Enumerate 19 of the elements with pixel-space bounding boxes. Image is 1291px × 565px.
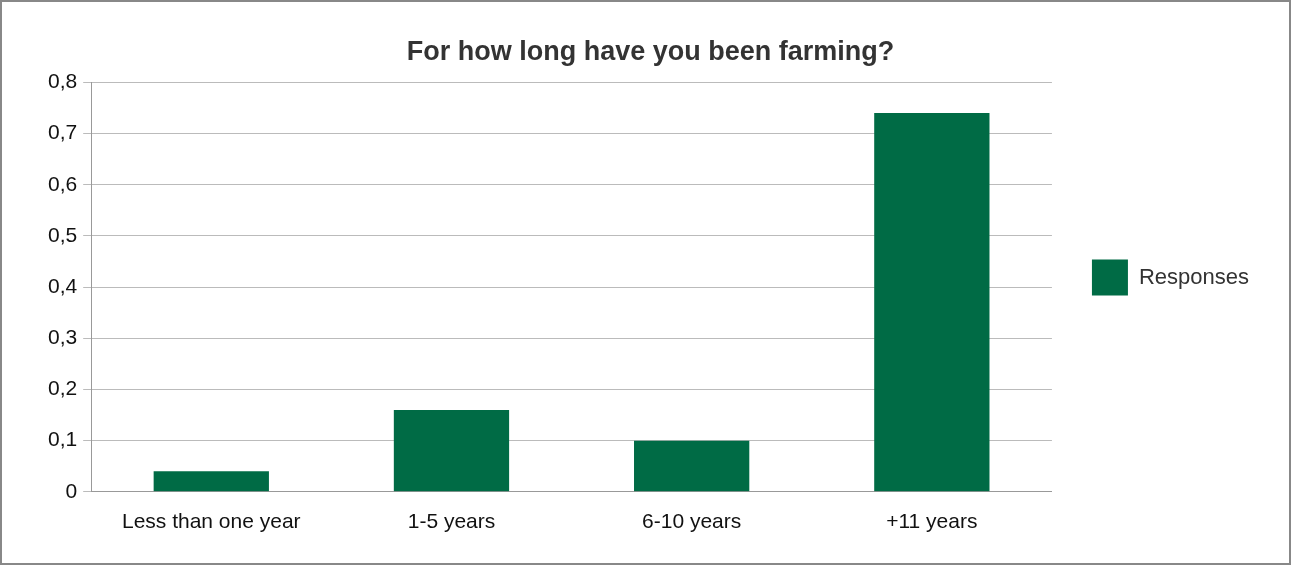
x-tick-label: +11 years [886, 509, 978, 533]
bar [153, 471, 269, 492]
y-tick-label: 0,5 [47, 222, 78, 246]
y-tick-label: 0,3 [47, 325, 78, 349]
y-tick-label: 0,7 [47, 120, 78, 144]
x-tick-label: Less than one year [121, 509, 301, 533]
bar [634, 440, 750, 492]
y-tick-label: 0,2 [47, 376, 78, 400]
bar [393, 409, 510, 492]
legend-label: Responses [1138, 263, 1250, 289]
y-tick-label: 0,6 [47, 171, 78, 195]
chart-title: For how long have you been farming? [406, 35, 895, 66]
bar [874, 113, 990, 492]
y-tick-label: 0 [65, 478, 78, 502]
y-tick-label: 0,1 [47, 427, 78, 451]
x-tick-label: 6-10 years [642, 509, 742, 533]
x-tick-label: 1-5 years [407, 509, 496, 533]
y-tick-label: 0,8 [47, 69, 78, 93]
y-tick-label: 0,4 [47, 273, 78, 297]
